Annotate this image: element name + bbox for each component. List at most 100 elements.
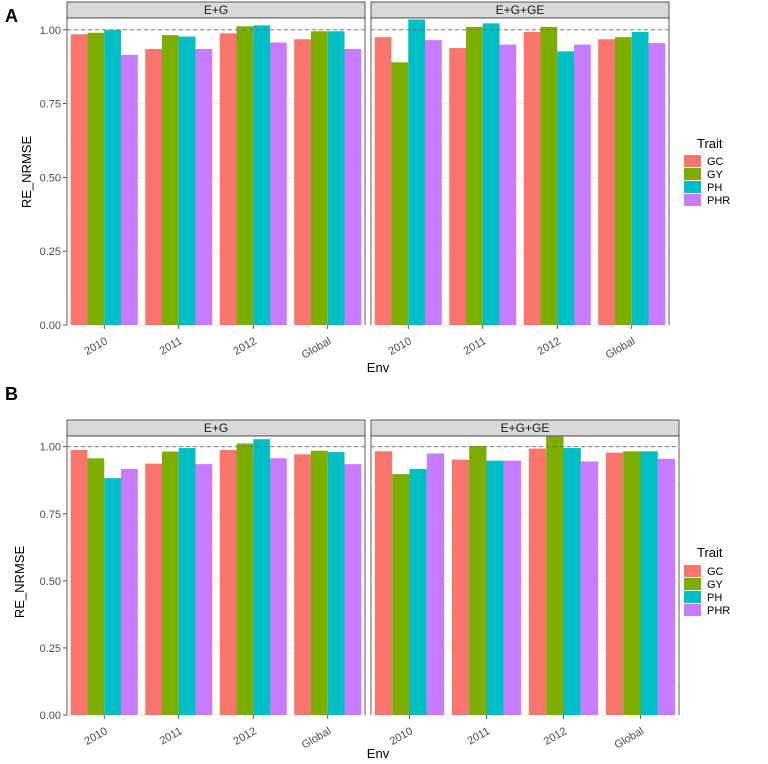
bar-phr-2011 xyxy=(503,460,522,715)
legend-label-ph: PH xyxy=(707,182,722,194)
x-tick-label: 2011 xyxy=(466,725,492,747)
bar-phr-2012 xyxy=(574,44,591,325)
bar-gc-2010 xyxy=(70,449,88,715)
bar-gc-global xyxy=(294,39,311,325)
bar-ph-2012 xyxy=(563,448,581,715)
bar-phr-2010 xyxy=(426,453,445,715)
y-tick-label: 0.50 xyxy=(40,576,61,588)
bar-ph-global xyxy=(327,31,345,325)
facet-strip-label: E+G+GE xyxy=(496,3,545,17)
legend-key-ph xyxy=(684,181,701,193)
facet-A-0: E+G 2010 2011 2012 Global xyxy=(66,1,366,361)
bar-gy-2010 xyxy=(87,458,105,715)
bar-phr-global xyxy=(657,458,676,715)
bar-ph-2010 xyxy=(104,29,122,326)
bar-gy-2012 xyxy=(540,26,558,325)
bar-ph-2012 xyxy=(253,439,271,715)
bar-ph-global xyxy=(631,31,649,326)
bar-ph-2011 xyxy=(482,23,500,325)
facet-A-1: E+G+GE 2010 2011 2012 Global xyxy=(370,1,670,361)
bar-phr-2011 xyxy=(499,44,517,325)
bar-phr-global xyxy=(344,464,362,715)
legend-label-phr: PHR xyxy=(707,605,730,617)
bar-gy-global xyxy=(614,37,632,325)
y-tick-label: 0.00 xyxy=(40,320,61,332)
legend-key-phr xyxy=(684,194,701,206)
facet-B-1: E+G+GE 2010 2011 2012 Global xyxy=(370,419,680,751)
y-tick-label: 0.50 xyxy=(40,172,61,184)
bar-gc-2011 xyxy=(145,48,162,326)
bar-phr-2010 xyxy=(425,40,442,325)
facet-strip-label: E+G+GE xyxy=(501,421,550,435)
legend-title: Trait xyxy=(697,136,723,151)
bar-gy-2011 xyxy=(161,451,179,715)
bar-gy-2010 xyxy=(391,62,409,326)
bar-ph-2011 xyxy=(178,36,196,326)
legend-label-gc: GC xyxy=(707,156,724,168)
bar-gy-2012 xyxy=(236,443,254,715)
y-axis-title: RE_NRMSE xyxy=(19,136,34,209)
legend-label-gy: GY xyxy=(707,169,724,181)
x-tick-label: 2012 xyxy=(542,725,569,748)
x-tick-label: Global xyxy=(604,335,638,361)
y-tick-label: 0.75 xyxy=(40,509,61,521)
bar-gc-2011 xyxy=(449,48,466,325)
facet-strip-label: E+G xyxy=(204,3,228,17)
chart-panel-B: B E+G 2010 2011 2012 Global E+G+GE 2010 2011 2012… xyxy=(5,384,730,761)
x-tick-label: 2011 xyxy=(158,725,184,747)
bar-phr-2011 xyxy=(195,464,213,715)
bar-gc-2011 xyxy=(145,463,162,715)
bar-ph-2011 xyxy=(486,460,504,715)
x-tick-label: 2010 xyxy=(387,335,414,358)
bar-gy-2012 xyxy=(546,436,564,715)
bar-gy-global xyxy=(623,451,641,715)
x-tick-label: 2011 xyxy=(158,335,184,357)
bar-gc-2012 xyxy=(528,448,547,715)
bar-gy-2010 xyxy=(87,32,105,326)
bar-phr-2012 xyxy=(580,461,599,715)
bar-gc-2011 xyxy=(451,459,470,715)
bar-ph-2010 xyxy=(408,19,426,326)
panel-letter: B xyxy=(5,384,18,404)
x-axis-title: Env xyxy=(367,360,390,375)
y-tick-label: 0.00 xyxy=(40,710,61,722)
bar-gc-2010 xyxy=(374,37,392,325)
legend-title: Trait xyxy=(697,545,723,560)
y-tick-label: 1.00 xyxy=(40,25,61,37)
bar-gy-2012 xyxy=(236,26,254,326)
x-axis-title: Env xyxy=(367,746,390,761)
x-tick-label: 2010 xyxy=(83,335,110,358)
bar-ph-global xyxy=(327,452,345,715)
bar-gc-global xyxy=(598,39,615,325)
chart-panel-A: A E+G 2010 2011 2012 Global E+G+GE 2010 2011 2012… xyxy=(5,1,730,375)
bar-gy-global xyxy=(310,31,328,325)
x-tick-label: 2012 xyxy=(232,725,259,748)
legend-label-ph: PH xyxy=(707,592,722,604)
y-tick-label: 1.00 xyxy=(40,442,61,454)
x-tick-label: 2010 xyxy=(83,725,110,748)
bar-phr-2012 xyxy=(270,458,287,715)
legend-key-gc xyxy=(684,565,701,577)
bar-phr-2010 xyxy=(121,468,138,715)
y-axis-title: RE_NRMSE xyxy=(12,546,27,619)
bar-gy-2011 xyxy=(465,26,483,325)
legend-label-gc: GC xyxy=(707,566,724,578)
panel-letter: A xyxy=(5,6,18,26)
bar-gy-2011 xyxy=(469,445,487,715)
legend-key-gc xyxy=(684,155,701,167)
legend-label-gy: GY xyxy=(707,579,724,591)
x-tick-label: 2012 xyxy=(536,335,563,358)
bar-gy-global xyxy=(310,450,328,715)
legend-label-phr: PHR xyxy=(707,195,730,207)
bar-ph-2012 xyxy=(557,51,575,326)
bar-ph-2010 xyxy=(409,468,427,715)
bar-gc-2010 xyxy=(374,451,393,715)
bar-ph-2010 xyxy=(104,478,122,715)
facet-B-0: E+G 2010 2011 2012 Global xyxy=(66,419,366,751)
bar-phr-2011 xyxy=(195,48,213,326)
x-tick-label: 2011 xyxy=(462,335,488,357)
legend-key-ph xyxy=(684,591,701,603)
bar-gc-2012 xyxy=(219,33,237,325)
